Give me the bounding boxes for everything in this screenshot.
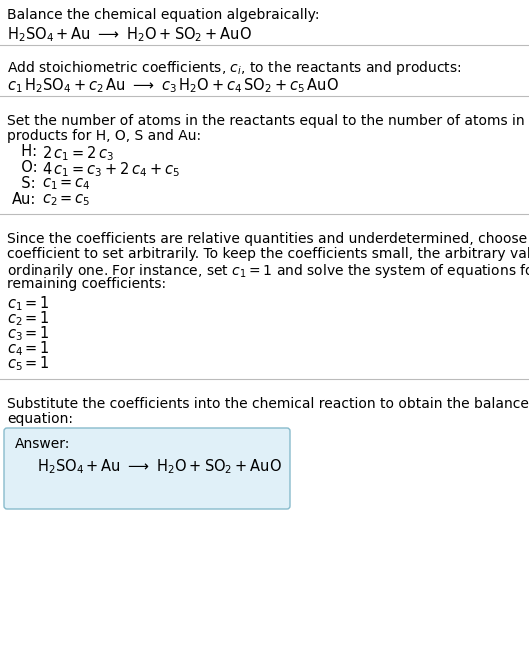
Text: remaining coefficients:: remaining coefficients:	[7, 277, 166, 291]
Text: O:: O:	[12, 160, 38, 175]
Text: $c_2 = c_5$: $c_2 = c_5$	[42, 192, 90, 208]
Text: $\mathrm{H_2SO_4} + \mathrm{Au}\ \longrightarrow\ \mathrm{H_2O} + \mathrm{SO_2} : $\mathrm{H_2SO_4} + \mathrm{Au}\ \longri…	[7, 25, 252, 44]
Text: $c_2 = 1$: $c_2 = 1$	[7, 309, 50, 327]
Text: Set the number of atoms in the reactants equal to the number of atoms in the: Set the number of atoms in the reactants…	[7, 114, 529, 128]
Text: Answer:: Answer:	[15, 437, 70, 451]
Text: $4\,c_1 = c_3 + 2\,c_4 + c_5$: $4\,c_1 = c_3 + 2\,c_4 + c_5$	[42, 160, 180, 179]
Text: $c_1 = c_4$: $c_1 = c_4$	[42, 176, 91, 192]
Text: $c_4 = 1$: $c_4 = 1$	[7, 339, 50, 358]
Text: $\mathrm{H_2SO_4} + \mathrm{Au}\ \longrightarrow\ \mathrm{H_2O} + \mathrm{SO_2} : $\mathrm{H_2SO_4} + \mathrm{Au}\ \longri…	[37, 457, 282, 476]
Text: products for H, O, S and Au:: products for H, O, S and Au:	[7, 129, 201, 143]
Text: $c_5 = 1$: $c_5 = 1$	[7, 354, 50, 373]
Text: Balance the chemical equation algebraically:: Balance the chemical equation algebraica…	[7, 8, 320, 22]
Text: Substitute the coefficients into the chemical reaction to obtain the balanced: Substitute the coefficients into the che…	[7, 397, 529, 411]
Text: $c_1\,\mathrm{H_2SO_4} + c_2\,\mathrm{Au}\ \longrightarrow\ c_3\,\mathrm{H_2O} +: $c_1\,\mathrm{H_2SO_4} + c_2\,\mathrm{Au…	[7, 76, 339, 94]
Text: $c_1 = 1$: $c_1 = 1$	[7, 294, 50, 313]
Text: Au:: Au:	[12, 192, 37, 207]
Text: equation:: equation:	[7, 412, 73, 426]
Text: coefficient to set arbitrarily. To keep the coefficients small, the arbitrary va: coefficient to set arbitrarily. To keep …	[7, 247, 529, 261]
Text: $c_3 = 1$: $c_3 = 1$	[7, 324, 50, 343]
Text: ordinarily one. For instance, set $c_1 = 1$ and solve the system of equations fo: ordinarily one. For instance, set $c_1 =…	[7, 262, 529, 280]
Text: Add stoichiometric coefficients, $c_i$, to the reactants and products:: Add stoichiometric coefficients, $c_i$, …	[7, 59, 462, 77]
Text: Since the coefficients are relative quantities and underdetermined, choose a: Since the coefficients are relative quan…	[7, 232, 529, 246]
Text: $2\,c_1 = 2\,c_3$: $2\,c_1 = 2\,c_3$	[42, 144, 114, 162]
Text: S:: S:	[12, 176, 35, 191]
Text: H:: H:	[12, 144, 37, 159]
FancyBboxPatch shape	[4, 428, 290, 509]
